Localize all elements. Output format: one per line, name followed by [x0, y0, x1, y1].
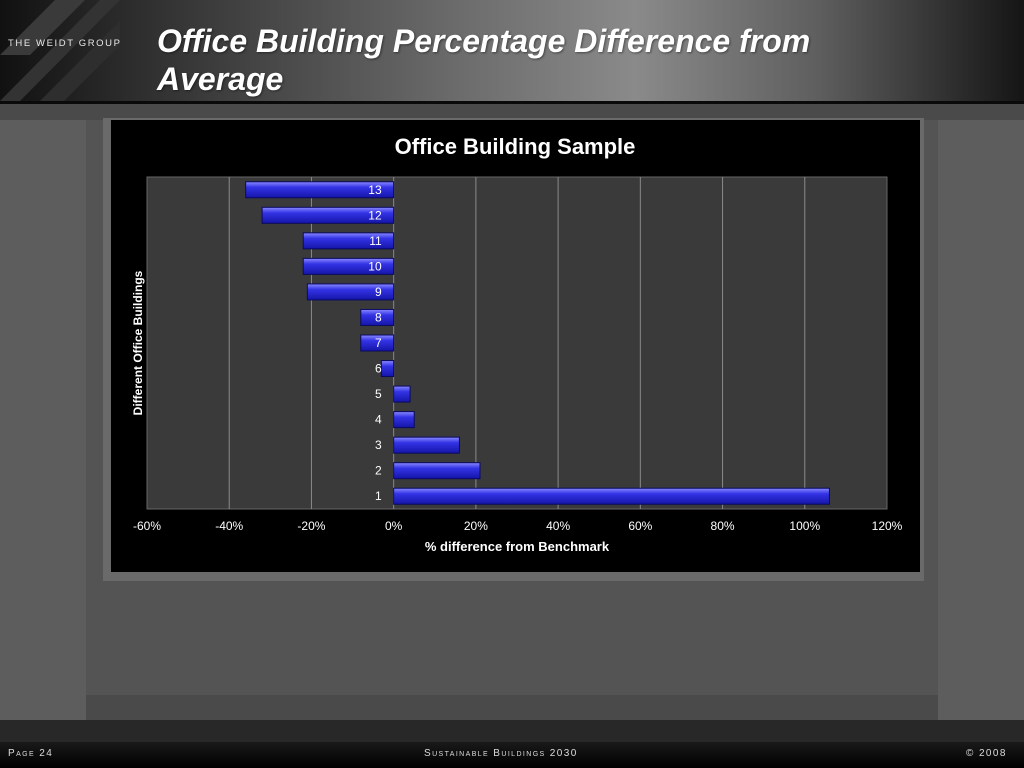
category-label: 13 [368, 183, 382, 197]
category-label: 2 [375, 464, 382, 478]
category-label: 5 [375, 387, 382, 401]
chart-title: Office Building Sample [395, 134, 636, 159]
background-right-panel [938, 120, 1024, 720]
copyright: © 2008 [966, 748, 1007, 759]
company-logo: THE WEIDT GROUP [8, 38, 122, 49]
x-tick-label: 60% [628, 519, 652, 533]
chart-container: Office Building Sample 1 2 3 4 5 6 7 8 9 10 11 12 13… [111, 120, 920, 572]
background-left-panel [0, 120, 86, 720]
logo-stripes [0, 0, 120, 101]
x-tick-label: 20% [464, 519, 488, 533]
background-band [0, 104, 1024, 120]
bar-building-2 [393, 462, 481, 480]
x-tick-label: 40% [546, 519, 570, 533]
header-divider [0, 101, 1024, 104]
category-label: 12 [368, 208, 382, 222]
y-axis-label: Different Office Buildings [131, 270, 145, 415]
x-axis-label: % difference from Benchmark [425, 539, 610, 554]
bar-building-8 [360, 308, 395, 326]
footer-bar [0, 742, 1024, 768]
category-label: 6 [375, 362, 382, 376]
category-label: 3 [375, 438, 382, 452]
background-lower-band [86, 695, 938, 720]
category-label: 11 [369, 234, 382, 248]
category-label: 1 [375, 489, 382, 503]
x-tick-label: 80% [711, 519, 735, 533]
category-label: 9 [375, 285, 382, 299]
x-tick-label: -40% [215, 519, 243, 533]
background-bottom-band [0, 720, 1024, 742]
category-label: 8 [375, 310, 382, 324]
bar-building-6 [380, 360, 395, 378]
x-tick-label: -60% [133, 519, 161, 533]
page-title: Office Building Percentage Difference fr… [157, 23, 811, 97]
bar-building-13 [245, 181, 395, 199]
bar-building-5 [393, 385, 411, 403]
bar-chart: Office Building Sample 12345678910111213… [131, 134, 903, 554]
footer-center-text: Sustainable Buildings 2030 [424, 748, 578, 759]
x-tick-label: 0% [385, 519, 403, 533]
bar-building-4 [393, 411, 415, 429]
category-label: 4 [375, 413, 382, 427]
bar-building-3 [393, 436, 460, 454]
bar-building-12 [261, 206, 395, 224]
bar-building-9 [306, 283, 395, 301]
bar-building-11 [302, 232, 395, 250]
plot-area [146, 176, 888, 510]
bar-building-10 [302, 257, 395, 275]
bar-building-1 [393, 487, 830, 505]
bar-building-7 [360, 334, 395, 352]
category-label: 10 [368, 259, 382, 273]
header-bar [0, 0, 1024, 103]
x-axis-ticks: -60% -40% -20% 0% 20% 40% 60% 80% 100% 120% [133, 519, 903, 533]
category-label: 7 [375, 336, 382, 350]
x-tick-label: 120% [872, 519, 903, 533]
page-number: Page 24 [8, 748, 54, 759]
x-tick-label: 100% [789, 519, 820, 533]
x-tick-label: -20% [297, 519, 325, 533]
